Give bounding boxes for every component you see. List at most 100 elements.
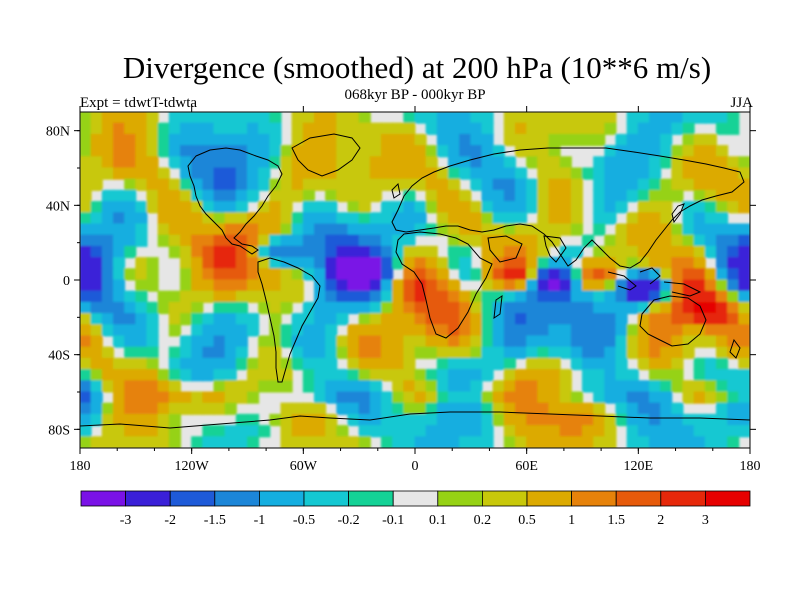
field-cell bbox=[537, 391, 550, 404]
field-cell bbox=[124, 357, 137, 371]
field-cell bbox=[202, 268, 215, 281]
field-cell bbox=[660, 380, 673, 393]
field-cell bbox=[637, 290, 650, 303]
field-cell bbox=[503, 178, 516, 191]
field-cell bbox=[392, 369, 405, 382]
field-cell bbox=[526, 301, 539, 315]
field-cell bbox=[202, 167, 215, 180]
field-cell bbox=[269, 279, 282, 292]
field-cell bbox=[716, 189, 729, 203]
field-cell bbox=[436, 313, 449, 326]
field-cell bbox=[369, 156, 382, 169]
field-cell bbox=[235, 201, 248, 214]
field-cell bbox=[258, 335, 271, 348]
field-cell bbox=[202, 324, 215, 337]
field-cell bbox=[235, 301, 248, 315]
field-cell bbox=[180, 112, 193, 124]
field-cell bbox=[146, 357, 159, 371]
field-cell bbox=[660, 189, 673, 203]
field-cell bbox=[414, 425, 427, 438]
field-cell bbox=[113, 245, 126, 259]
field-cell bbox=[392, 402, 405, 415]
field-cell bbox=[113, 189, 126, 203]
field-cell bbox=[90, 112, 103, 124]
field-cell bbox=[124, 380, 137, 393]
field-cell bbox=[235, 346, 248, 359]
field-cell bbox=[314, 357, 327, 371]
field-cell bbox=[503, 156, 516, 169]
field-cell bbox=[660, 301, 673, 315]
field-cell bbox=[604, 425, 617, 438]
field-cell bbox=[146, 402, 159, 415]
field-cell bbox=[280, 167, 293, 180]
field-cell bbox=[481, 290, 494, 303]
field-cell bbox=[515, 301, 528, 315]
field-cell bbox=[582, 167, 595, 180]
field-cell bbox=[403, 112, 416, 124]
field-cell bbox=[403, 436, 416, 448]
field-cell bbox=[448, 201, 461, 214]
field-cell bbox=[615, 234, 628, 247]
field-cell bbox=[492, 156, 505, 169]
divergence-field bbox=[80, 112, 750, 448]
field-cell bbox=[369, 167, 382, 180]
field-cell bbox=[492, 189, 505, 203]
field-cell bbox=[548, 324, 561, 337]
field-cell bbox=[235, 324, 248, 337]
field-cell bbox=[593, 223, 606, 236]
field-cell bbox=[448, 413, 461, 427]
field-cell bbox=[291, 436, 304, 448]
colorbar-label: -1.5 bbox=[204, 513, 226, 528]
field-cell bbox=[727, 301, 740, 315]
field-cell bbox=[436, 301, 449, 315]
coast-maritime-continent bbox=[607, 267, 702, 297]
field-cell bbox=[559, 413, 572, 427]
field-cell bbox=[470, 380, 483, 393]
field-cell bbox=[213, 268, 226, 281]
field-cell bbox=[414, 290, 427, 303]
field-cell bbox=[481, 402, 494, 415]
field-cell bbox=[548, 156, 561, 169]
field-cell bbox=[637, 122, 650, 135]
field-cell bbox=[660, 133, 673, 147]
field-cell bbox=[693, 178, 706, 191]
field-cell bbox=[347, 201, 360, 214]
field-cell bbox=[258, 346, 271, 359]
field-cell bbox=[481, 112, 494, 124]
field-cell bbox=[101, 201, 114, 214]
field-cell bbox=[157, 380, 170, 393]
field-cell bbox=[470, 112, 483, 124]
coast-south-america bbox=[257, 257, 321, 383]
field-cell bbox=[135, 133, 148, 147]
field-cell bbox=[146, 413, 159, 427]
field-cell bbox=[191, 436, 204, 448]
field-cell bbox=[258, 357, 271, 371]
field-cell bbox=[649, 301, 662, 315]
field-cell bbox=[626, 268, 639, 281]
field-cell bbox=[704, 133, 717, 147]
field-cell bbox=[671, 425, 684, 438]
field-cell bbox=[738, 156, 750, 169]
field-cell bbox=[637, 357, 650, 371]
field-cell bbox=[325, 369, 338, 382]
field-cell bbox=[403, 425, 416, 438]
field-cell bbox=[258, 268, 271, 281]
field-cell bbox=[593, 313, 606, 326]
field-cell bbox=[146, 301, 159, 315]
field-cell bbox=[671, 369, 684, 382]
field-cell bbox=[347, 301, 360, 315]
field-cell bbox=[481, 201, 494, 214]
field-cell bbox=[448, 257, 461, 270]
field-cell bbox=[101, 156, 114, 169]
field-cell bbox=[459, 268, 472, 281]
field-cell bbox=[548, 357, 561, 371]
field-cell bbox=[358, 346, 371, 359]
field-cell bbox=[347, 212, 360, 225]
field-cell bbox=[693, 301, 706, 315]
field-cell bbox=[347, 189, 360, 203]
field-cell bbox=[515, 133, 528, 147]
field-cell bbox=[704, 112, 717, 124]
field-cell bbox=[716, 369, 729, 382]
field-cell bbox=[224, 313, 237, 326]
field-cell bbox=[369, 357, 382, 371]
